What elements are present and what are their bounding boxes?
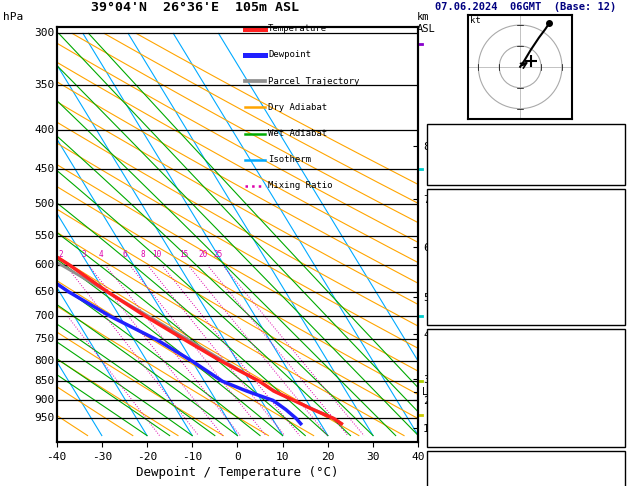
Text: 550: 550 xyxy=(35,231,55,241)
Text: LCL: LCL xyxy=(422,387,440,397)
Text: Pressure (mb): Pressure (mb) xyxy=(433,352,515,363)
Text: 999: 999 xyxy=(604,352,623,363)
Text: Dewp (°C): Dewp (°C) xyxy=(433,231,489,241)
Text: Totals Totals: Totals Totals xyxy=(433,146,515,156)
Text: 23.6: 23.6 xyxy=(598,212,623,223)
Text: 15: 15 xyxy=(179,250,188,260)
Text: 3: 3 xyxy=(82,250,86,260)
Text: 328: 328 xyxy=(604,249,623,260)
Text: 300: 300 xyxy=(35,28,55,38)
Text: θₑ(K): θₑ(K) xyxy=(433,249,464,260)
Text: 500: 500 xyxy=(35,199,55,209)
Text: 700: 700 xyxy=(35,312,55,321)
Text: kt: kt xyxy=(470,16,481,25)
Text: 15.3: 15.3 xyxy=(598,231,623,241)
Text: θₑ (K): θₑ (K) xyxy=(433,371,470,381)
Text: Isotherm: Isotherm xyxy=(268,155,311,164)
Text: Hodograph: Hodograph xyxy=(498,454,554,465)
Text: 4: 4 xyxy=(98,250,103,260)
Text: CIN (J): CIN (J) xyxy=(433,305,477,315)
Text: Dry Adiabat: Dry Adiabat xyxy=(268,103,327,112)
Text: hPa: hPa xyxy=(3,12,23,22)
Text: 39°04'N  26°36'E  105m ASL: 39°04'N 26°36'E 105m ASL xyxy=(91,1,299,14)
Text: 10: 10 xyxy=(152,250,162,260)
Text: 850: 850 xyxy=(35,376,55,386)
Text: Temperature: Temperature xyxy=(268,24,327,34)
Text: CAPE (J): CAPE (J) xyxy=(433,408,483,418)
Text: Parcel Trajectory: Parcel Trajectory xyxy=(268,77,360,86)
Text: 450: 450 xyxy=(35,164,55,174)
Text: 30: 30 xyxy=(610,128,623,138)
Text: -1: -1 xyxy=(610,389,623,399)
Text: 650: 650 xyxy=(35,287,55,296)
Text: 950: 950 xyxy=(35,414,55,423)
Text: Lifted Index: Lifted Index xyxy=(433,268,508,278)
Text: CIN (J): CIN (J) xyxy=(433,426,477,436)
Text: EH: EH xyxy=(433,474,445,484)
Text: 38: 38 xyxy=(610,474,623,484)
Text: CAPE (J): CAPE (J) xyxy=(433,286,483,296)
Text: -1: -1 xyxy=(610,268,623,278)
Text: Mixing Ratio: Mixing Ratio xyxy=(268,181,333,191)
Text: Lifted Index: Lifted Index xyxy=(433,389,508,399)
Bar xyxy=(427,189,625,325)
Text: 50: 50 xyxy=(610,146,623,156)
Text: 8: 8 xyxy=(141,250,145,260)
Text: 400: 400 xyxy=(35,124,55,135)
X-axis label: Dewpoint / Temperature (°C): Dewpoint / Temperature (°C) xyxy=(136,466,338,479)
Text: K: K xyxy=(433,128,439,138)
Text: Dewpoint: Dewpoint xyxy=(268,51,311,59)
Text: PW (cm): PW (cm) xyxy=(433,165,477,175)
Bar xyxy=(427,329,625,447)
Text: 07.06.2024  06GMT  (Base: 12): 07.06.2024 06GMT (Base: 12) xyxy=(435,2,616,13)
Text: 350: 350 xyxy=(35,80,55,90)
Text: Most Unstable: Most Unstable xyxy=(485,333,567,343)
Text: Surface: Surface xyxy=(504,193,548,203)
Text: 2: 2 xyxy=(59,250,64,260)
Bar xyxy=(427,451,625,486)
Text: 25: 25 xyxy=(213,250,223,260)
Text: 900: 900 xyxy=(35,396,55,405)
Text: 6: 6 xyxy=(123,250,128,260)
Text: 750: 750 xyxy=(35,334,55,345)
Text: 800: 800 xyxy=(35,356,55,366)
Text: 181: 181 xyxy=(604,286,623,296)
Text: 328: 328 xyxy=(604,371,623,381)
Bar xyxy=(427,124,625,185)
Text: 181: 181 xyxy=(604,408,623,418)
Text: Wet Adiabat: Wet Adiabat xyxy=(268,129,327,138)
Text: 416: 416 xyxy=(604,426,623,436)
Text: km
ASL: km ASL xyxy=(416,12,435,34)
Text: Temp (°C): Temp (°C) xyxy=(433,212,489,223)
Text: 2.68: 2.68 xyxy=(598,165,623,175)
Text: 418: 418 xyxy=(604,305,623,315)
Text: © weatheronline.co.uk: © weatheronline.co.uk xyxy=(464,472,587,482)
Text: 20: 20 xyxy=(198,250,208,260)
Text: 600: 600 xyxy=(35,260,55,270)
